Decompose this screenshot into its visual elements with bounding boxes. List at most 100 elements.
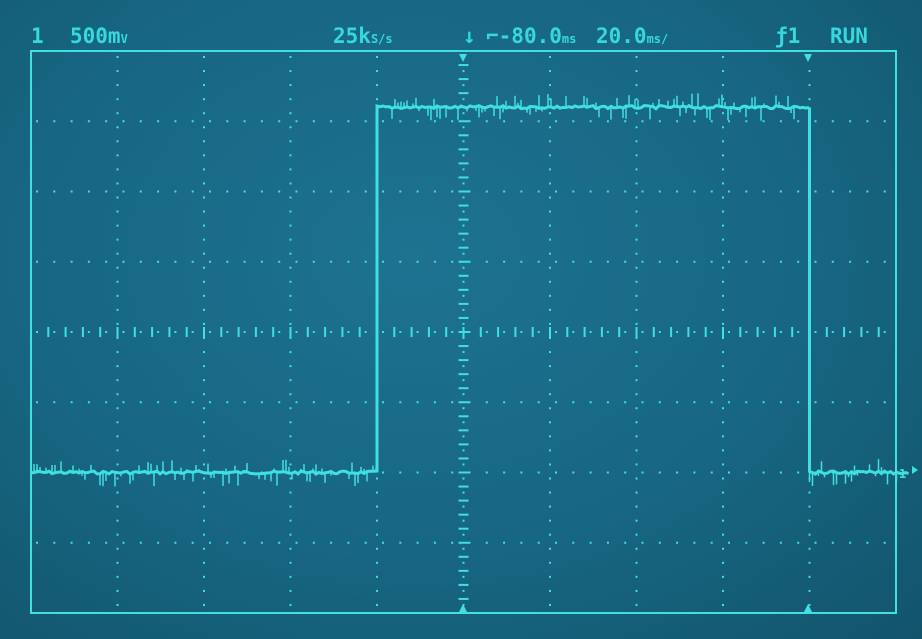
grid-dot — [203, 379, 205, 382]
grid-dot — [399, 401, 402, 404]
grid-dot — [468, 331, 471, 333]
grid-dot — [226, 331, 229, 333]
grid-dot — [347, 401, 350, 404]
grid-dot — [797, 260, 800, 263]
grid-dot — [635, 449, 638, 452]
grid-dot — [762, 541, 765, 544]
grid-dot — [814, 120, 817, 123]
grid-dot — [462, 126, 465, 129]
axis-tick — [458, 232, 469, 235]
grid-dot — [139, 401, 142, 404]
grid-dot — [330, 190, 333, 193]
grid-dot — [260, 190, 263, 193]
grid-dot — [116, 337, 119, 339]
grid-dot — [849, 120, 852, 123]
grid-dot — [451, 331, 454, 333]
grid-dot — [433, 401, 436, 404]
run-status[interactable]: RUN — [830, 24, 868, 48]
time-per-div-readout[interactable]: 20.0ms/ — [596, 24, 669, 48]
grid-dot — [295, 541, 298, 544]
axis-tick — [458, 246, 469, 249]
grid-dot — [606, 401, 609, 404]
trigger-source-readout[interactable]: ƒ1 — [775, 24, 801, 48]
axis-tick — [843, 327, 846, 337]
grid-dot — [139, 120, 142, 123]
grid-dot — [116, 547, 119, 550]
grid-dot — [462, 140, 465, 143]
grid-dot — [364, 120, 367, 123]
grid-dot — [157, 331, 160, 333]
grid-dot — [278, 190, 281, 193]
grid-dot — [87, 331, 90, 333]
trigger-offset-readout[interactable]: ⌐-80.0ms — [486, 24, 577, 48]
grid-dot — [347, 120, 350, 123]
grid-dot — [849, 331, 852, 333]
grid-dot — [203, 308, 205, 311]
grid-dot — [416, 471, 419, 474]
grid-dot — [728, 401, 730, 404]
grid-dot — [376, 98, 378, 101]
grid-dot — [382, 541, 384, 544]
grid-dot — [203, 182, 205, 185]
axis-tick — [458, 401, 469, 404]
grid-dot — [635, 533, 638, 536]
grid-dot — [722, 280, 724, 283]
grid-dot — [728, 471, 730, 474]
grid-dot — [416, 331, 419, 333]
grid-dot — [635, 266, 638, 269]
grid-dot — [658, 471, 661, 474]
grid-dot — [722, 337, 724, 339]
grid-dot — [70, 401, 73, 404]
grid-dot — [722, 463, 724, 466]
grid-dot — [462, 393, 465, 396]
grid-dot — [831, 190, 834, 193]
grid-dot — [745, 260, 748, 263]
grid-dot — [289, 140, 292, 143]
grid-dot — [549, 196, 551, 199]
grid-dot — [549, 519, 551, 522]
grid-dot — [462, 505, 465, 508]
grid-dot — [116, 210, 119, 213]
grid-dot — [433, 471, 436, 474]
grid-dot — [606, 120, 609, 123]
grid-dot — [87, 401, 90, 404]
volts-per-div-readout[interactable]: 500mV — [70, 24, 128, 48]
channel-number[interactable]: 1 — [31, 24, 44, 48]
grid-dot — [209, 401, 211, 404]
grid-dot — [226, 401, 229, 404]
grid-dot — [289, 407, 292, 410]
grid-dot — [779, 260, 782, 263]
grid-dot — [883, 541, 886, 544]
grid-dot — [485, 401, 488, 404]
grid-dot — [635, 603, 638, 606]
grid-dot — [722, 238, 724, 241]
grid-dot — [116, 561, 119, 564]
grid-dot — [289, 182, 292, 185]
grid-dot — [289, 112, 292, 115]
grid-dot — [347, 331, 350, 333]
grid-dot — [289, 561, 292, 564]
grid-dot — [606, 190, 609, 193]
grid-dot — [174, 331, 177, 333]
axis-tick — [670, 327, 673, 337]
axis-tick — [458, 260, 469, 263]
grid-dot — [635, 280, 638, 283]
grid-dot — [589, 541, 592, 544]
axis-tick — [341, 327, 344, 337]
grid-dot — [382, 331, 384, 333]
grid-dot — [503, 471, 506, 474]
grid-dot — [122, 541, 125, 544]
grid-dot — [116, 154, 119, 157]
grid-dot — [116, 98, 119, 101]
axis-tick — [30, 327, 32, 337]
grid-dot — [105, 331, 108, 333]
axis-tick — [358, 327, 361, 337]
grid-dot — [122, 260, 125, 263]
grid-dot — [710, 401, 713, 404]
grid-dot — [503, 401, 506, 404]
axis-tick — [458, 555, 469, 558]
grid-dot — [549, 112, 551, 115]
grid-dot — [722, 126, 724, 129]
grid-dot — [416, 541, 419, 544]
grid-dot — [209, 120, 211, 123]
